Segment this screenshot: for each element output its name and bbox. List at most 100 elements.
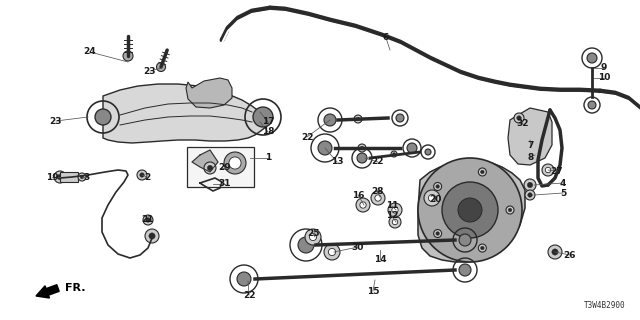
Text: 19: 19 (45, 172, 58, 181)
Text: 13: 13 (331, 157, 343, 166)
Text: 22: 22 (372, 157, 384, 166)
Text: 26: 26 (564, 251, 576, 260)
Circle shape (434, 229, 442, 237)
Circle shape (508, 208, 512, 212)
Polygon shape (418, 160, 525, 262)
Circle shape (442, 182, 498, 238)
Circle shape (542, 164, 554, 176)
FancyArrow shape (36, 285, 59, 298)
Circle shape (389, 216, 401, 228)
Circle shape (358, 144, 366, 152)
Circle shape (459, 264, 471, 276)
Circle shape (324, 244, 340, 260)
Text: 20: 20 (429, 196, 441, 204)
Text: 11: 11 (386, 202, 398, 211)
Circle shape (253, 107, 273, 127)
Circle shape (357, 153, 367, 163)
Circle shape (393, 153, 396, 155)
Circle shape (237, 272, 251, 286)
Text: 24: 24 (84, 47, 96, 57)
Text: 4: 4 (560, 179, 566, 188)
Circle shape (548, 245, 562, 259)
Circle shape (516, 116, 521, 120)
Circle shape (434, 182, 442, 190)
Circle shape (392, 207, 398, 213)
Circle shape (478, 244, 486, 252)
Circle shape (143, 215, 153, 225)
Text: 28: 28 (371, 187, 383, 196)
Circle shape (157, 62, 166, 71)
Circle shape (95, 109, 111, 125)
Text: 29: 29 (219, 164, 231, 172)
Circle shape (478, 168, 486, 176)
Circle shape (425, 149, 431, 155)
Circle shape (481, 246, 484, 250)
Text: 10: 10 (598, 74, 610, 83)
Text: 5: 5 (560, 188, 566, 197)
Circle shape (229, 157, 241, 169)
Circle shape (552, 249, 558, 255)
Text: 9: 9 (601, 63, 607, 73)
Circle shape (356, 198, 370, 212)
Text: FR.: FR. (65, 283, 86, 293)
Text: 31: 31 (219, 180, 231, 188)
Text: 23: 23 (50, 116, 62, 125)
Polygon shape (192, 150, 218, 172)
Text: 32: 32 (516, 119, 529, 129)
Circle shape (458, 198, 482, 222)
Polygon shape (103, 84, 268, 143)
Circle shape (137, 170, 147, 180)
Circle shape (391, 151, 397, 157)
Text: 7: 7 (528, 140, 534, 149)
Text: 2: 2 (144, 172, 150, 181)
Circle shape (360, 202, 366, 208)
Circle shape (54, 171, 66, 183)
Circle shape (436, 232, 440, 235)
Circle shape (392, 219, 397, 225)
Circle shape (528, 193, 532, 197)
Circle shape (360, 146, 364, 150)
Text: 3: 3 (84, 172, 90, 181)
Circle shape (527, 182, 532, 188)
Text: 23: 23 (144, 67, 156, 76)
FancyBboxPatch shape (187, 147, 254, 187)
Circle shape (545, 167, 550, 173)
Circle shape (428, 194, 436, 202)
Circle shape (459, 234, 471, 246)
Text: 30: 30 (352, 243, 364, 252)
Circle shape (78, 173, 86, 181)
Circle shape (207, 165, 212, 171)
Circle shape (588, 101, 596, 109)
Bar (60, 172, 78, 182)
Circle shape (356, 117, 360, 121)
Circle shape (309, 233, 317, 241)
Text: 25: 25 (307, 228, 319, 237)
Circle shape (525, 190, 535, 200)
Circle shape (224, 152, 246, 174)
Circle shape (324, 114, 336, 126)
Circle shape (140, 173, 144, 177)
Text: 6: 6 (383, 34, 389, 43)
Text: 17: 17 (262, 117, 275, 126)
Circle shape (318, 141, 332, 155)
Text: 22: 22 (243, 291, 255, 300)
Polygon shape (186, 78, 232, 108)
Circle shape (305, 229, 321, 245)
Circle shape (204, 162, 216, 174)
Circle shape (481, 170, 484, 174)
Circle shape (514, 113, 524, 123)
Circle shape (396, 114, 404, 122)
Circle shape (407, 143, 417, 153)
Text: 16: 16 (352, 190, 364, 199)
Circle shape (328, 248, 335, 256)
Circle shape (123, 51, 133, 61)
Circle shape (58, 174, 63, 180)
Circle shape (436, 185, 440, 188)
Circle shape (375, 195, 381, 201)
Circle shape (388, 203, 402, 217)
Text: 21: 21 (141, 215, 154, 225)
Circle shape (145, 229, 159, 243)
Text: 8: 8 (528, 153, 534, 162)
Polygon shape (508, 108, 552, 165)
Circle shape (146, 218, 150, 222)
